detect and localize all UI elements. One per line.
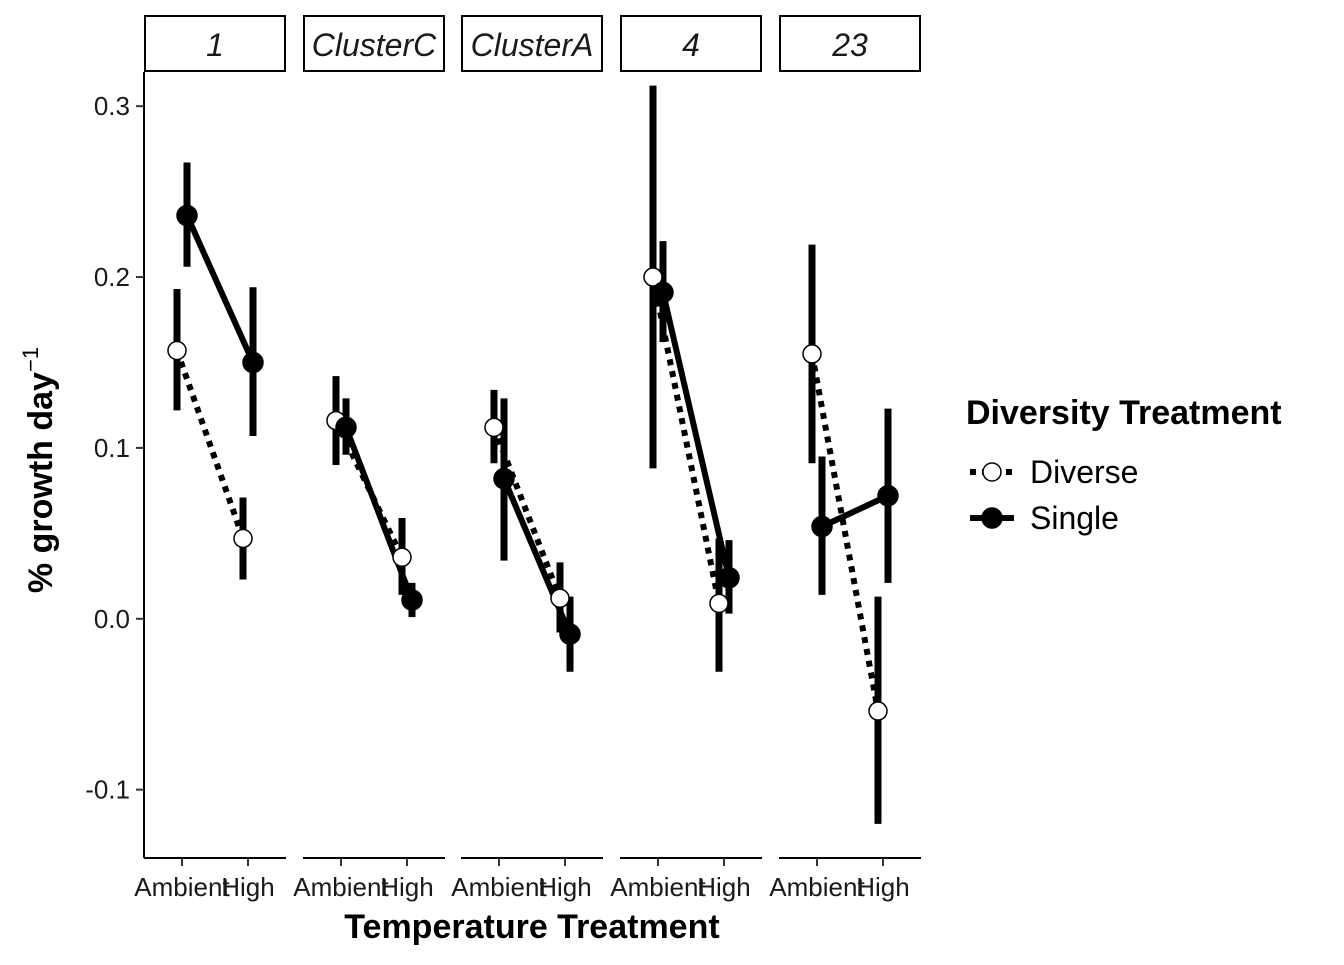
x-tick-label: Ambient: [610, 872, 706, 902]
data-point-diverse: [233, 528, 253, 549]
y-tick-label: 0.1: [94, 433, 130, 463]
facet-strip-label: ClusterA: [471, 27, 594, 63]
series-line-diverse: [809, 353, 881, 712]
y-tick-label: 0.2: [94, 262, 130, 292]
facet-strip-label: 4: [682, 27, 700, 63]
facet-strip-label: ClusterC: [312, 27, 437, 63]
data-point-diverse: [392, 547, 412, 568]
y-axis-title-superscript: −1: [18, 347, 43, 372]
data-point-single: [652, 281, 674, 304]
facet-strip: [303, 15, 445, 72]
data-point-single: [877, 485, 899, 507]
data-point-single: [559, 623, 581, 645]
x-tick-label: High: [221, 872, 274, 902]
y-axis-title-main: % growth day: [22, 372, 60, 593]
legend-label-diverse: Diverse: [1030, 454, 1138, 490]
legend-label-single: Single: [1030, 500, 1119, 536]
y-tick-label: 0.3: [94, 91, 130, 121]
x-tick-label: Ambient: [293, 872, 389, 902]
data-point-single: [176, 204, 198, 227]
facet-strip: [144, 15, 286, 72]
y-tick-label: -0.1: [85, 775, 130, 805]
legend-key-marker-diverse: [982, 462, 1002, 482]
x-tick-label: High: [856, 872, 909, 902]
facet-strip: [779, 15, 921, 72]
facet-panels: 1AmbientHighClusterCAmbientHighClusterAA…: [134, 15, 921, 902]
data-point-single: [718, 567, 740, 589]
series-line-single: [820, 493, 890, 530]
x-axis-title: Temperature Treatment: [344, 908, 719, 946]
x-tick-label: Ambient: [134, 872, 230, 902]
y-tick-label: 0.0: [94, 604, 130, 634]
legend-key-marker-single: [981, 507, 1003, 529]
data-point-diverse: [550, 588, 570, 609]
data-point-single: [811, 515, 833, 538]
facet-strip: [461, 15, 603, 72]
data-point-single: [401, 589, 423, 611]
x-tick-label: Ambient: [451, 872, 547, 902]
y-axis: -0.1 0.0 0.1 0.2 0.3: [85, 72, 145, 858]
y-axis-title: % growth day−1: [18, 347, 60, 593]
series-line-single: [660, 291, 732, 579]
data-point-single: [242, 351, 264, 374]
x-tick-label: High: [380, 872, 433, 902]
series-line-diverse: [174, 349, 246, 540]
facet-strip-label: 23: [831, 27, 868, 63]
data-point-diverse: [484, 417, 504, 438]
legend: Diversity Treatment Diverse Single: [966, 394, 1282, 536]
data-point-diverse: [868, 701, 888, 721]
x-tick-label: High: [697, 872, 750, 902]
data-point-diverse: [709, 593, 729, 614]
series-line-single: [501, 477, 573, 636]
data-point-single: [493, 467, 515, 490]
x-tick-label: Ambient: [769, 872, 865, 902]
data-point-diverse: [643, 267, 663, 287]
facet-strip: [620, 15, 762, 72]
facet-strip-label: 1: [206, 27, 224, 63]
x-tick-label: High: [538, 872, 591, 902]
data-point-single: [335, 416, 357, 439]
data-point-diverse: [167, 340, 187, 361]
data-point-diverse: [802, 344, 822, 364]
series-line-single: [343, 426, 415, 602]
series-line-single: [184, 214, 256, 364]
legend-title: Diversity Treatment: [966, 394, 1282, 432]
series-line-diverse: [650, 276, 722, 604]
